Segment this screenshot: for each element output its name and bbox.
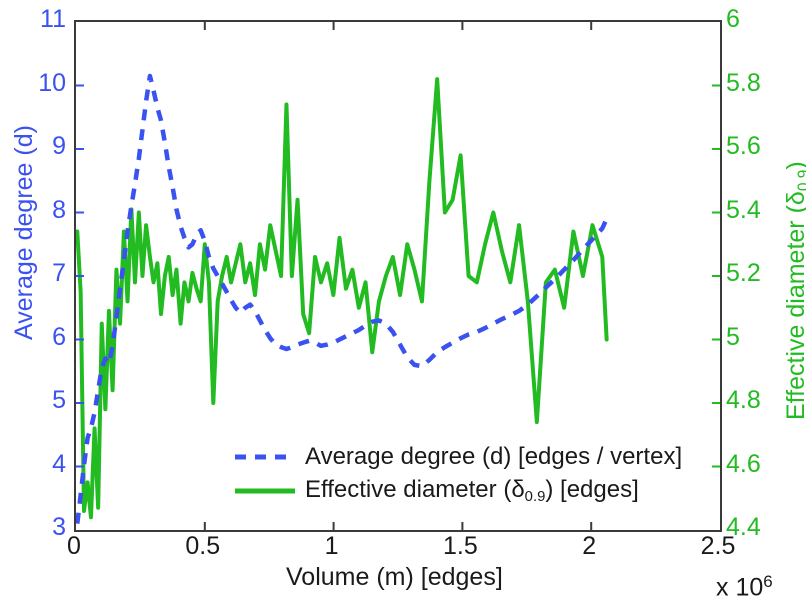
x-tick-1: 1 [324,532,339,560]
x-axis-exponent-mantissa: x 10 [716,573,764,602]
legend-item-average-degree: Average degree (d) [edges / vertex] [234,440,682,474]
x-tick-1.5: 1.5 [443,532,478,560]
plot-area [74,20,722,532]
y-tick-right-4.4: 4.4 [726,513,761,541]
y-tick-right-4.8: 4.8 [726,386,761,414]
x-tick-0: 0 [67,532,81,560]
right-axis-label-prefix: Effective diameter ( [782,205,806,420]
legend-label-sub: 0.9 [524,489,546,506]
x-axis-label: Volume (m) [edges] [286,563,503,591]
y-tick-left-4: 4 [52,449,66,478]
y-tick-right-6: 6 [726,5,740,33]
y-tick-left-11: 11 [40,5,66,33]
y-tick-left-8: 8 [52,195,66,224]
legend-label-effective-diameter: Effective diameter (δ0.9) [edges] [305,476,639,505]
x-axis-exponent-power: 6 [763,572,773,591]
y-tick-right-5.2: 5.2 [726,259,761,287]
x-tick-2.5: 2.5 [700,532,736,560]
legend-label-pre: Effective diameter ( [305,476,512,504]
y-tick-right-4.6: 4.6 [726,449,761,478]
y-tick-left-5: 5 [52,386,66,414]
right-axis-label: Effective diameter (δ0.9) [782,161,806,420]
legend-swatch-solid [235,488,295,494]
average-degree-line [76,73,609,524]
y-tick-left-3: 3 [52,513,66,541]
left-axis-label: Average degree (d) [10,125,38,340]
legend: Average degree (d) [edges / vertex] Effe… [234,440,682,508]
x-axis-exponent: x 106 [716,572,773,603]
y-tick-right-5.8: 5.8 [726,68,761,97]
legend-label-post: ) [edges] [545,476,639,504]
y-tick-right-5.4: 5.4 [726,195,761,224]
y-tick-left-9: 9 [52,132,66,160]
y-tick-left-10: 10 [38,68,66,97]
data-curves [76,73,609,524]
legend-label-delta: δ [511,476,525,504]
x-tick-0.5: 0.5 [185,532,221,560]
y-tick-right-5: 5 [726,322,740,351]
x-tick-2: 2 [582,532,597,560]
right-axis-label-subscript: 0.9 [795,169,806,192]
y-tick-right-5.6: 5.6 [726,132,761,160]
legend-label-average-degree: Average degree (d) [edges / vertex] [305,443,683,470]
legend-item-effective-diameter: Effective diameter (δ0.9) [edges] [234,474,682,508]
delta-symbol: δ [782,191,806,205]
right-axis-label-suffix: ) [782,161,806,169]
effective-diameter-line [76,77,609,520]
y-tick-left-7: 7 [52,259,66,287]
y-tick-left-6: 6 [52,322,66,351]
legend-swatch-dashed [235,454,295,460]
